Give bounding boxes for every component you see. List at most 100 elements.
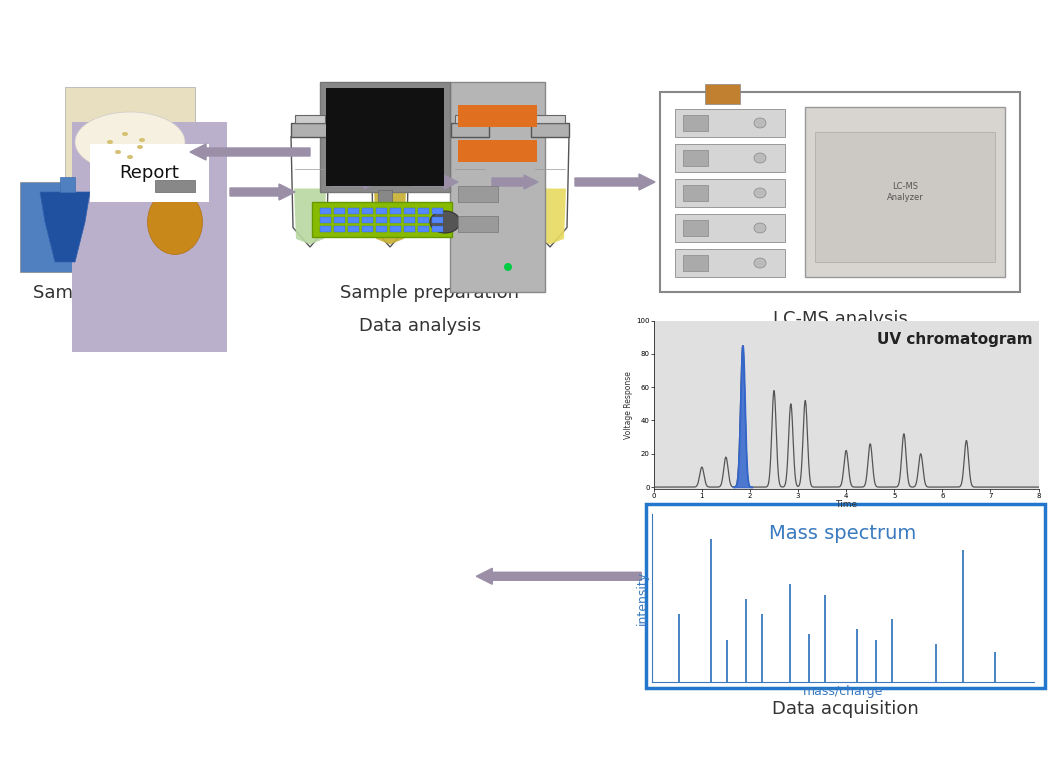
Bar [320,208,331,214]
Bar [60,177,75,192]
Ellipse shape [122,132,128,136]
Bar [418,217,429,223]
Bar [684,220,708,236]
Polygon shape [294,188,326,245]
Bar [376,217,387,223]
Bar [334,226,345,232]
Bar [646,504,1045,688]
FancyArrow shape [575,174,655,190]
Ellipse shape [107,140,113,144]
Bar [805,107,1005,277]
Ellipse shape [754,153,766,163]
Y-axis label: Voltage Response: Voltage Response [624,371,634,439]
Bar [660,92,1020,292]
Text: UV chromatogram: UV chromatogram [877,332,1032,347]
Text: Data analysis: Data analysis [359,317,482,335]
Ellipse shape [148,189,202,254]
Bar [20,182,120,272]
Bar [458,186,497,202]
Bar [348,226,359,232]
Bar [404,208,415,214]
Ellipse shape [504,263,512,271]
Bar [90,144,209,202]
Bar [65,87,195,187]
Bar [362,226,373,232]
Bar [390,208,401,214]
Bar [378,190,392,220]
Bar [355,216,414,230]
FancyArrow shape [492,175,538,189]
Bar [371,123,409,137]
Bar [155,180,195,192]
Ellipse shape [115,150,121,154]
Ellipse shape [137,145,144,149]
Bar [125,182,225,272]
Bar [684,150,708,166]
Bar [375,114,405,123]
Text: Sample collection: Sample collection [33,284,193,302]
Bar [675,214,784,242]
FancyArrow shape [230,184,296,200]
Bar [450,82,545,292]
Bar [72,122,227,352]
Ellipse shape [754,188,766,198]
Bar [326,88,444,186]
FancyArrow shape [332,175,378,189]
Ellipse shape [754,223,766,233]
Bar [376,226,387,232]
X-axis label: mass/charge: mass/charge [803,685,883,698]
Ellipse shape [754,118,766,128]
Bar [675,249,784,277]
Bar [458,105,537,127]
Bar [334,208,345,214]
Polygon shape [454,188,486,245]
Bar [705,84,740,104]
Bar [418,226,429,232]
Polygon shape [374,188,406,245]
Bar [404,226,415,232]
Polygon shape [532,137,569,247]
FancyArrow shape [476,569,641,584]
Bar [313,202,452,237]
Bar [348,208,359,214]
Ellipse shape [126,155,133,159]
Bar [376,208,387,214]
Bar [390,226,401,232]
Bar [362,217,373,223]
Bar [432,226,443,232]
Bar [432,208,443,214]
Ellipse shape [754,258,766,268]
Bar [675,144,784,172]
Text: LC-MS analysis: LC-MS analysis [773,310,908,328]
Bar [348,217,359,223]
Bar [334,217,345,223]
FancyArrow shape [190,144,310,160]
Ellipse shape [139,138,145,142]
Polygon shape [534,188,566,245]
Bar [320,226,331,232]
FancyArrow shape [832,330,848,400]
Bar [684,185,708,201]
Bar [675,179,784,207]
Bar [320,82,450,192]
Y-axis label: intensity: intensity [636,571,648,625]
Bar [684,115,708,131]
Text: Sample preparation: Sample preparation [340,284,520,302]
Polygon shape [291,137,330,247]
Bar [675,109,784,137]
Bar [815,132,995,262]
Bar [296,114,325,123]
Ellipse shape [431,211,460,233]
Bar [455,114,485,123]
Bar [432,217,443,223]
Polygon shape [451,137,489,247]
Text: Data acquisition: Data acquisition [772,700,919,718]
Text: LC-MS
Analyzer: LC-MS Analyzer [887,182,924,202]
Polygon shape [40,192,90,262]
Ellipse shape [75,112,185,172]
Bar [535,114,566,123]
Text: Report: Report [119,164,180,182]
Bar [451,123,489,137]
Bar [362,208,373,214]
Bar [320,217,331,223]
